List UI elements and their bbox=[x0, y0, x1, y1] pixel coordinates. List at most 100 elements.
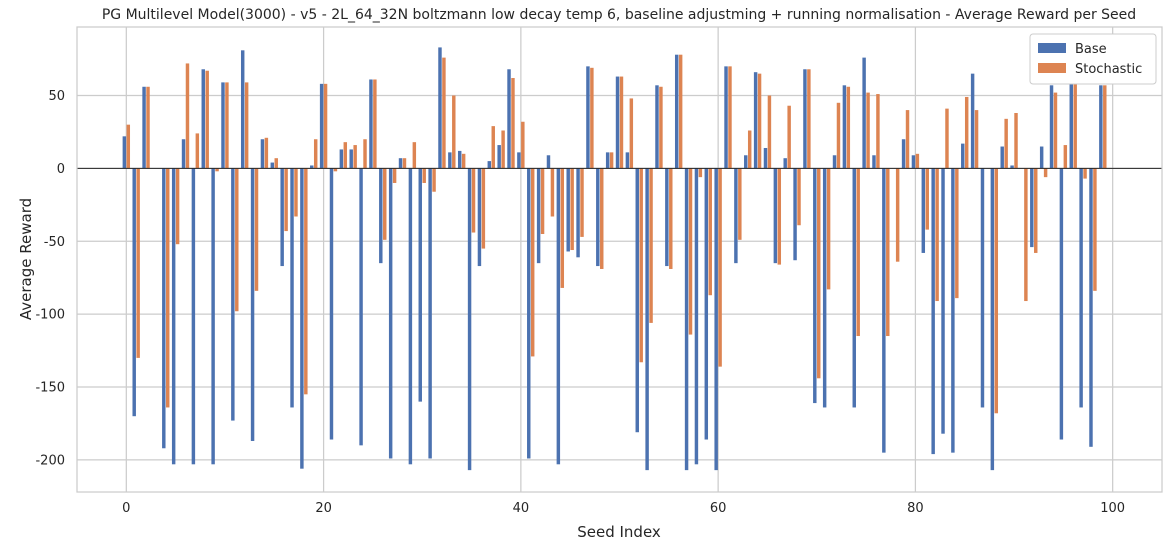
bar-stochastic-75 bbox=[866, 92, 870, 169]
bar-stochastic-9 bbox=[215, 168, 219, 172]
bar-base-72 bbox=[832, 155, 837, 169]
bar-base-8 bbox=[201, 69, 205, 169]
bar-stochastic-63 bbox=[747, 130, 752, 169]
bar-base-43 bbox=[546, 155, 551, 169]
y-tick-label: -200 bbox=[35, 453, 65, 468]
x-tick-label: 100 bbox=[1100, 501, 1125, 516]
x-axis-title: Seed Index bbox=[577, 523, 661, 541]
bar-stochastic-24 bbox=[363, 139, 367, 169]
bar-stochastic-95 bbox=[1063, 145, 1068, 169]
bar-base-44 bbox=[556, 168, 561, 465]
bar-base-18 bbox=[300, 168, 304, 469]
bar-stochastic-37 bbox=[491, 126, 495, 169]
bar-stochastic-67 bbox=[787, 105, 791, 169]
bar-base-60 bbox=[714, 168, 718, 471]
bar-base-46 bbox=[576, 168, 580, 258]
bar-base-41 bbox=[527, 168, 531, 459]
bar-stochastic-77 bbox=[886, 168, 890, 337]
bar-base-38 bbox=[497, 145, 501, 169]
bar-stochastic-20 bbox=[323, 83, 328, 169]
bar-base-24 bbox=[359, 168, 363, 446]
bar-stochastic-50 bbox=[619, 76, 624, 169]
bar-stochastic-22 bbox=[343, 142, 348, 169]
bar-stochastic-31 bbox=[432, 168, 436, 192]
bar-stochastic-73 bbox=[846, 86, 851, 169]
bar-base-83 bbox=[941, 168, 945, 434]
bar-base-10 bbox=[221, 82, 225, 169]
bar-base-53 bbox=[645, 168, 649, 471]
bar-base-88 bbox=[990, 168, 995, 471]
bar-base-47 bbox=[586, 66, 590, 169]
bar-base-6 bbox=[181, 139, 186, 169]
bar-stochastic-59 bbox=[708, 168, 712, 296]
bar-stochastic-62 bbox=[738, 168, 742, 240]
bar-base-48 bbox=[596, 168, 600, 267]
bar-base-63 bbox=[744, 155, 748, 169]
bar-base-93 bbox=[1039, 146, 1044, 169]
bar-stochastic-57 bbox=[688, 168, 693, 335]
bar-stochastic-18 bbox=[304, 168, 308, 395]
bar-base-51 bbox=[625, 152, 630, 169]
bar-stochastic-90 bbox=[1014, 113, 1018, 169]
bar-stochastic-13 bbox=[254, 168, 259, 291]
bar-base-87 bbox=[980, 168, 985, 408]
bar-base-34 bbox=[457, 150, 462, 169]
x-tick-label: 20 bbox=[315, 501, 332, 516]
legend-label-base: Base bbox=[1075, 42, 1107, 57]
bar-stochastic-17 bbox=[294, 168, 298, 217]
bar-stochastic-49 bbox=[609, 152, 614, 169]
bar-stochastic-70 bbox=[817, 168, 821, 379]
bar-stochastic-11 bbox=[235, 168, 239, 312]
y-tick-label: 0 bbox=[57, 162, 65, 177]
bar-base-73 bbox=[842, 85, 847, 169]
bar-stochastic-83 bbox=[945, 108, 949, 169]
bar-base-17 bbox=[290, 168, 294, 408]
bar-base-50 bbox=[615, 76, 620, 169]
bar-stochastic-47 bbox=[590, 67, 594, 169]
bar-stochastic-78 bbox=[895, 168, 900, 262]
bar-base-69 bbox=[803, 69, 807, 169]
bar-base-79 bbox=[901, 139, 906, 169]
bar-base-27 bbox=[388, 168, 393, 459]
bar-stochastic-45 bbox=[570, 168, 574, 251]
bar-base-33 bbox=[448, 152, 452, 169]
legend-label-stochastic: Stochastic bbox=[1075, 62, 1142, 77]
bar-base-12 bbox=[240, 50, 245, 169]
bar-base-61 bbox=[724, 66, 728, 169]
bar-stochastic-97 bbox=[1083, 168, 1087, 179]
bar-stochastic-54 bbox=[659, 86, 663, 169]
bar-base-7 bbox=[191, 168, 196, 465]
bar-stochastic-19 bbox=[313, 139, 318, 169]
x-tick-label: 40 bbox=[513, 501, 530, 516]
y-tick-label: 50 bbox=[48, 89, 65, 104]
bar-stochastic-12 bbox=[244, 82, 249, 169]
bar-base-65 bbox=[763, 147, 768, 169]
bar-base-82 bbox=[931, 168, 935, 455]
bar-base-99 bbox=[1099, 85, 1103, 169]
plot-frame bbox=[76, 26, 1163, 493]
bar-base-94 bbox=[1049, 85, 1054, 169]
bar-base-1 bbox=[132, 168, 136, 417]
bar-base-57 bbox=[684, 168, 689, 471]
bar-stochastic-32 bbox=[442, 57, 446, 169]
bar-base-76 bbox=[872, 155, 876, 169]
bar-stochastic-36 bbox=[481, 168, 486, 249]
bar-stochastic-14 bbox=[264, 137, 269, 169]
plot-background bbox=[77, 27, 1162, 492]
bars bbox=[122, 47, 1107, 471]
bar-stochastic-84 bbox=[955, 168, 959, 299]
bar-base-4 bbox=[162, 168, 166, 449]
bar-base-22 bbox=[339, 149, 344, 169]
bar-stochastic-35 bbox=[471, 168, 476, 233]
bar-base-97 bbox=[1079, 168, 1083, 408]
bar-base-9 bbox=[211, 168, 215, 465]
bar-stochastic-40 bbox=[521, 121, 525, 169]
bar-base-55 bbox=[665, 168, 669, 267]
bar-stochastic-39 bbox=[511, 78, 515, 169]
bar-base-75 bbox=[862, 57, 866, 169]
bar-base-14 bbox=[260, 139, 265, 169]
bar-stochastic-80 bbox=[915, 153, 920, 169]
bar-base-85 bbox=[961, 143, 965, 169]
bar-base-64 bbox=[753, 72, 758, 169]
bar-base-58 bbox=[694, 168, 699, 465]
